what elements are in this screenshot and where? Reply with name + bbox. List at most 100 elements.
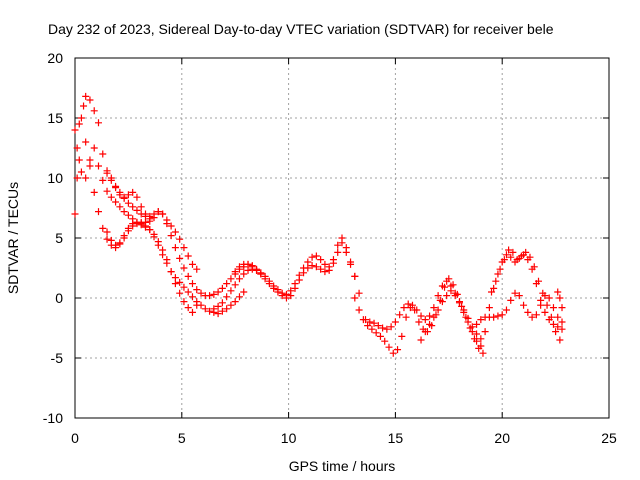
x-tick-label: 5 (178, 430, 186, 446)
data-point (492, 277, 500, 285)
data-point (218, 299, 226, 307)
x-tick-label: 0 (71, 430, 79, 446)
data-point (248, 263, 256, 271)
data-point (372, 329, 380, 337)
data-point (163, 216, 171, 224)
data-point (394, 346, 402, 354)
data-point (124, 227, 132, 235)
data-point (71, 210, 79, 218)
data-point (488, 288, 496, 296)
data-point (137, 203, 145, 211)
data-point (71, 126, 79, 134)
data-point (539, 289, 547, 297)
data-point (329, 259, 337, 267)
data-point (75, 120, 83, 128)
data-point (342, 248, 350, 256)
data-point (385, 343, 393, 351)
data-point (210, 305, 218, 313)
series-track-a (71, 92, 154, 223)
data-point (494, 270, 502, 278)
data-point (413, 306, 421, 314)
data-point (535, 277, 543, 285)
data-point (112, 198, 120, 206)
data-point (485, 304, 493, 312)
data-point (477, 335, 485, 343)
data-point (460, 308, 468, 316)
data-point (481, 328, 489, 336)
data-point (227, 287, 235, 295)
y-tick-label: 15 (47, 110, 63, 126)
data-point (223, 293, 231, 301)
data-point (300, 269, 308, 277)
data-point (368, 325, 376, 333)
data-point (180, 283, 188, 291)
data-point (193, 298, 201, 306)
data-point (430, 313, 438, 321)
data-point (188, 308, 196, 316)
data-point (107, 193, 115, 201)
data-point (502, 251, 510, 259)
data-point (421, 316, 429, 324)
series-track-l (488, 246, 564, 344)
data-point (270, 284, 278, 292)
data-point (443, 277, 451, 285)
data-point (477, 342, 485, 350)
data-point (458, 302, 466, 310)
data-point (295, 276, 303, 284)
data-point (90, 144, 98, 152)
data-point (188, 280, 196, 288)
x-axis-label: GPS time / hours (289, 458, 396, 474)
data-point (507, 253, 515, 261)
data-point (86, 162, 94, 170)
data-point (543, 301, 551, 309)
data-point (347, 260, 355, 268)
data-point (404, 300, 412, 308)
data-point (107, 176, 115, 184)
data-point (86, 96, 94, 104)
data-point (146, 226, 154, 234)
data-point (150, 233, 158, 241)
y-tick-label: -5 (51, 350, 64, 366)
data-point (513, 256, 521, 264)
data-point (528, 313, 536, 321)
data-point (154, 208, 162, 216)
y-axis-label: SDTVAR / TECUs (5, 182, 21, 294)
data-point (520, 301, 528, 309)
data-point (137, 210, 145, 218)
data-point (120, 208, 128, 216)
data-point (515, 292, 523, 300)
data-point (549, 320, 557, 328)
data-point (94, 208, 102, 216)
data-point (321, 268, 329, 276)
y-tick-label: -10 (43, 410, 63, 426)
data-point (541, 308, 549, 316)
data-point (261, 275, 269, 283)
x-tick-label: 25 (601, 430, 617, 446)
y-tick-label: 20 (47, 50, 63, 66)
data-point (129, 203, 137, 211)
x-tick-label: 15 (388, 430, 404, 446)
data-point (133, 220, 141, 228)
data-point (496, 265, 504, 273)
data-point (150, 214, 158, 222)
data-point (421, 328, 429, 336)
data-point (82, 174, 90, 182)
data-point (82, 138, 90, 146)
data-point (517, 252, 525, 260)
data-point (180, 298, 188, 306)
data-point (451, 292, 459, 300)
series-track-i (361, 277, 485, 343)
data-point (129, 188, 137, 196)
series-track-k (473, 289, 566, 328)
data-point (526, 253, 534, 261)
data-point (426, 312, 434, 320)
data-point (133, 206, 141, 214)
data-point (227, 275, 235, 283)
data-point (379, 324, 387, 332)
data-point (545, 294, 553, 302)
data-point (383, 325, 391, 333)
data-point (231, 298, 239, 306)
data-point (434, 306, 442, 314)
data-point (244, 266, 252, 274)
data-point (522, 248, 530, 256)
